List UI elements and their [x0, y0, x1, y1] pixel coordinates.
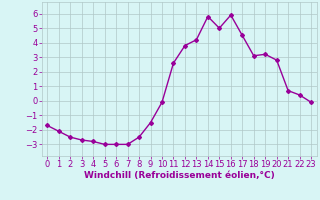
X-axis label: Windchill (Refroidissement éolien,°C): Windchill (Refroidissement éolien,°C)	[84, 171, 275, 180]
